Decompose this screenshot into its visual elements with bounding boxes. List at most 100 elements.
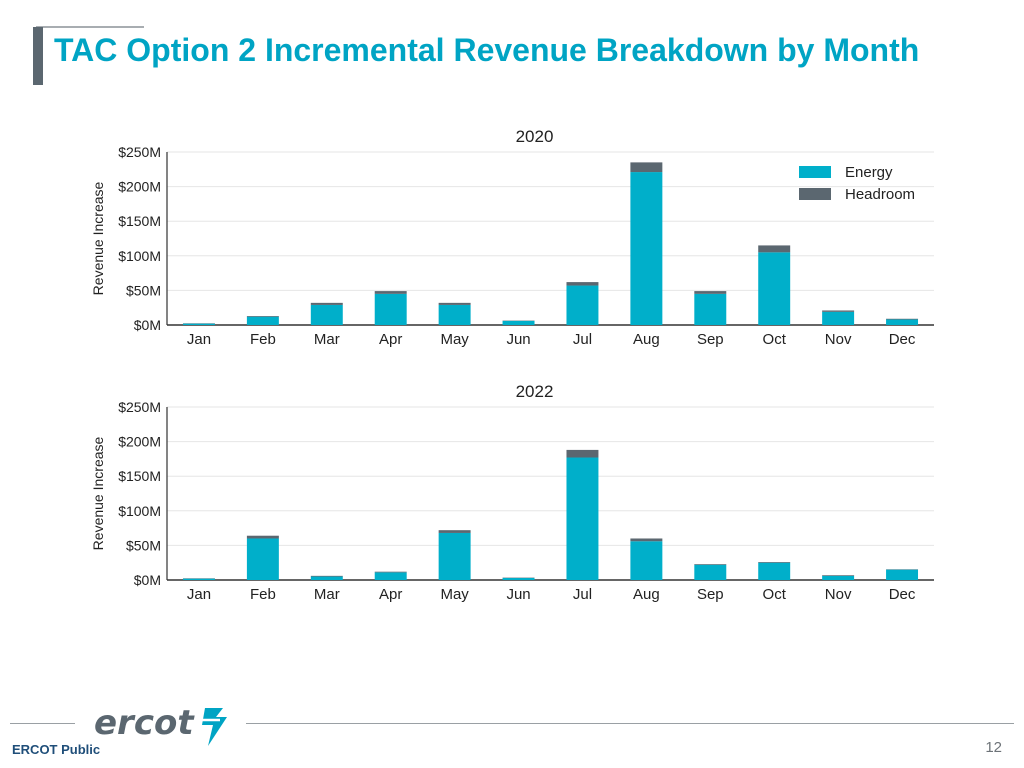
bar-energy-may [438,532,471,580]
y-tick-label: $200M [118,434,161,450]
bar-energy-may [438,304,471,325]
bar-headroom-jul [566,282,599,286]
bar-headroom-apr [374,571,407,573]
bar-energy-nov [822,311,855,325]
x-tick-label: Nov [825,586,852,603]
x-tick-label: Jan [187,586,211,603]
bar-energy-nov [822,575,855,580]
x-tick-label: Jun [506,586,530,603]
y-tick-label: $0M [134,317,161,333]
y-tick-label: $50M [126,282,161,298]
legend-label-headroom: Headroom [845,186,915,203]
x-tick-label: Sep [697,586,724,603]
bar-headroom-feb [246,535,279,539]
bar-headroom-oct [758,245,791,253]
logo-text: ercot [94,703,195,743]
bar-energy-sep [694,564,727,580]
bar-headroom-sep [694,564,727,565]
bar-energy-jan [182,578,215,580]
chart-title: 2020 [516,127,554,146]
bar-headroom-may [438,302,471,305]
title-accent-bar [33,27,43,85]
bar-headroom-mar [310,302,343,305]
y-tick-label: $150M [118,468,161,484]
bar-headroom-jul [566,449,599,458]
bar-energy-feb [246,538,279,580]
chart-title: 2022 [516,382,554,401]
x-tick-label: Apr [379,586,402,603]
x-tick-label: Mar [314,586,340,603]
title-rule [36,26,144,28]
y-axis-label: Revenue Increase [90,436,106,550]
bar-energy-apr [374,572,407,580]
footer-label: ERCOT Public [12,742,101,757]
bar-energy-aug [630,172,663,325]
x-tick-label: Sep [697,331,724,348]
x-tick-label: Apr [379,331,402,348]
y-tick-label: $250M [118,144,161,160]
x-tick-label: Aug [633,586,660,603]
x-tick-label: Oct [763,586,787,603]
y-tick-label: $50M [126,537,161,553]
bar-energy-sep [694,293,727,325]
bar-energy-dec [886,569,919,580]
y-tick-label: $100M [118,503,161,519]
x-tick-label: Feb [250,331,276,348]
bar-energy-oct [758,562,791,580]
x-tick-label: May [440,331,469,348]
bar-headroom-nov [822,575,855,576]
bar-energy-mar [310,576,343,580]
chart-2022: 2022 $0M $50M $100M $150M $200M $250M Revenue I… [90,382,934,603]
legend-swatch-energy [799,166,831,178]
ercot-logo: ercot [94,703,227,746]
bar-headroom-feb [246,316,279,317]
bar-energy-jul [566,457,599,580]
bar-headroom-oct [758,562,791,563]
x-tick-label: May [440,586,469,603]
x-tick-label: Jul [573,586,592,603]
bar-headroom-aug [630,162,663,173]
bar-energy-jan [182,323,215,325]
y-tick-label: $100M [118,248,161,264]
bar-energy-feb [246,316,279,325]
bar-energy-jul [566,285,599,325]
footer-divider-left [10,723,75,724]
y-axis-label: Revenue Increase [90,181,106,295]
legend-label-energy: Energy [845,164,893,181]
bar-headroom-dec [886,318,919,320]
bar-energy-jun [502,320,535,325]
chart-2020: 2020 $0M $50M $100M $150M $200M $250M Revenue I… [90,127,934,348]
x-tick-label: Jul [573,331,592,348]
bar-energy-jun [502,577,535,580]
bar-headroom-nov [822,310,855,312]
y-tick-label: $250M [118,399,161,415]
x-tick-label: Oct [763,331,787,348]
footer-divider-right [246,723,1014,724]
bar-energy-mar [310,304,343,325]
bar-headroom-sep [694,291,727,294]
charts-area: 2020 $0M $50M $100M $150M $200M $250M Revenue I… [90,127,934,603]
lightning-bolt-icon [202,708,227,746]
legend-swatch-headroom [799,188,831,200]
x-tick-label: Feb [250,586,276,603]
bar-energy-dec [886,319,919,325]
x-tick-label: Jun [506,331,530,348]
slide-title: TAC Option 2 Incremental Revenue Breakdo… [54,32,920,68]
x-tick-label: Nov [825,331,852,348]
bar-headroom-may [438,530,471,533]
bar-energy-aug [630,541,663,580]
y-tick-label: $0M [134,572,161,588]
bar-headroom-apr [374,291,407,294]
page-number: 12 [985,739,1002,756]
bar-headroom-aug [630,538,663,542]
x-tick-label: Mar [314,331,340,348]
x-tick-label: Jan [187,331,211,348]
x-tick-label: Aug [633,331,660,348]
bar-energy-oct [758,252,791,325]
y-tick-label: $150M [118,213,161,229]
bar-energy-apr [374,293,407,325]
y-tick-label: $200M [118,179,161,195]
x-tick-label: Dec [889,586,916,603]
x-tick-label: Dec [889,331,916,348]
bar-headroom-mar [310,575,343,577]
